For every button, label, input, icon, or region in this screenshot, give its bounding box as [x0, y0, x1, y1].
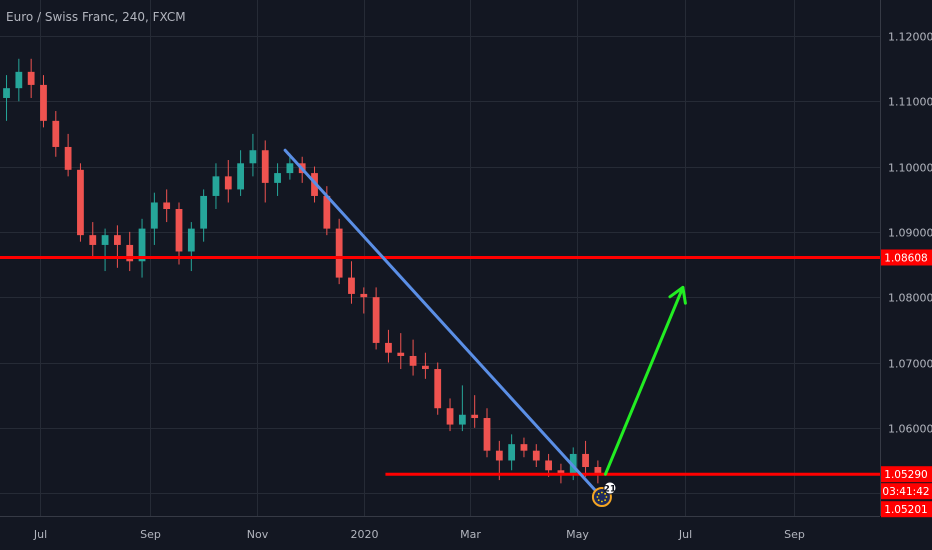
candle-body [545, 460, 552, 471]
x-tick-label: Nov [247, 528, 269, 541]
price-label-text: 03:41:42 [882, 486, 929, 498]
x-tick-label: Mar [460, 528, 481, 541]
forecast-arrow-line[interactable] [603, 285, 685, 476]
candle-body [224, 176, 232, 190]
x-tick-label: 2020 [351, 528, 379, 541]
price-label-text: 1.08608 [884, 252, 927, 264]
candle-body [594, 467, 602, 475]
candle-body [3, 88, 10, 98]
candle-body [422, 365, 429, 370]
candle-body [409, 355, 417, 366]
y-tick-label: 1.07000 [888, 358, 932, 371]
flag-star [604, 499, 607, 502]
x-tick-label: Sep [140, 528, 161, 541]
candle-body [323, 195, 331, 229]
y-tick-label: 1.10000 [888, 162, 932, 175]
x-tick-label: Sep [784, 528, 805, 541]
candle-body [212, 176, 220, 196]
candle-body [446, 408, 454, 425]
candle-body [532, 450, 540, 461]
y-tick-label: 1.08000 [888, 292, 932, 305]
price-label-box [881, 249, 932, 266]
x-tick-label: May [566, 528, 589, 541]
x-tick-label: Jul [33, 528, 47, 541]
candle-body [187, 228, 195, 252]
candle-body [286, 163, 294, 174]
price-axis[interactable]: 1.12000 1.11000 1.10000 1.09000 1.08000 1.070… [881, 31, 932, 518]
candle-body [348, 277, 355, 294]
forecast-arrow-head[interactable] [668, 285, 687, 305]
candle-body [150, 202, 158, 229]
candle-body [175, 209, 183, 252]
event-count-label: 21 [604, 485, 617, 495]
candle-body [77, 169, 84, 236]
price-label-text: 1.05290 [884, 469, 927, 481]
candle-body [52, 120, 60, 147]
flag-star [605, 496, 608, 498]
candle-body [569, 453, 577, 474]
candle-body [335, 228, 343, 278]
candle-body [64, 146, 72, 170]
candle-body [126, 244, 134, 262]
time-axis[interactable]: Jul Sep Nov 2020 Mar May Jul Sep [33, 528, 805, 541]
candle-body [89, 235, 97, 245]
flag-star [597, 499, 600, 502]
price-label-box [881, 483, 932, 500]
candle-body [508, 444, 516, 461]
candle-body [237, 163, 244, 190]
candle-body [163, 202, 171, 210]
candle-body [360, 293, 368, 298]
flag-star [597, 492, 600, 495]
price-label-box [881, 466, 932, 483]
flag-star [604, 492, 607, 495]
price-label-box [881, 501, 932, 518]
chart-title: Euro / Swiss Franc, 240, FXCM [6, 10, 186, 24]
candle-body [15, 71, 23, 89]
candle-body [261, 150, 269, 183]
drawings[interactable]: 21 [0, 148, 880, 507]
candle-body [582, 453, 589, 468]
x-tick-label: Jul [678, 528, 692, 541]
candle-body [520, 444, 528, 451]
candle-body [483, 418, 491, 451]
event-count-badge [603, 481, 617, 495]
flag-star [601, 500, 603, 503]
candle-body [557, 470, 565, 474]
y-tick-label: 1.06000 [888, 423, 932, 436]
candle-body [397, 352, 405, 356]
candle-body [458, 414, 466, 425]
trend-line[interactable] [283, 148, 597, 492]
candle-body [40, 84, 47, 121]
candle-body [114, 235, 121, 245]
candle-body [274, 173, 281, 183]
candle-body [138, 228, 146, 262]
candle-body [249, 150, 257, 164]
candle-body [372, 297, 380, 343]
candle-body [200, 195, 208, 229]
y-tick-label: 1.09000 [888, 227, 932, 240]
price-label-text: 1.05201 [884, 504, 927, 516]
candle-body [27, 71, 35, 85]
candle-body [471, 414, 479, 419]
candle-body [434, 369, 442, 409]
y-tick-label: 1.12000 [888, 31, 932, 44]
flag-star [596, 496, 599, 498]
candle-body [385, 342, 392, 353]
flag-star [601, 491, 603, 494]
y-tick-label: 1.11000 [888, 96, 932, 109]
candle-body [101, 235, 109, 245]
candle-body [495, 450, 503, 461]
